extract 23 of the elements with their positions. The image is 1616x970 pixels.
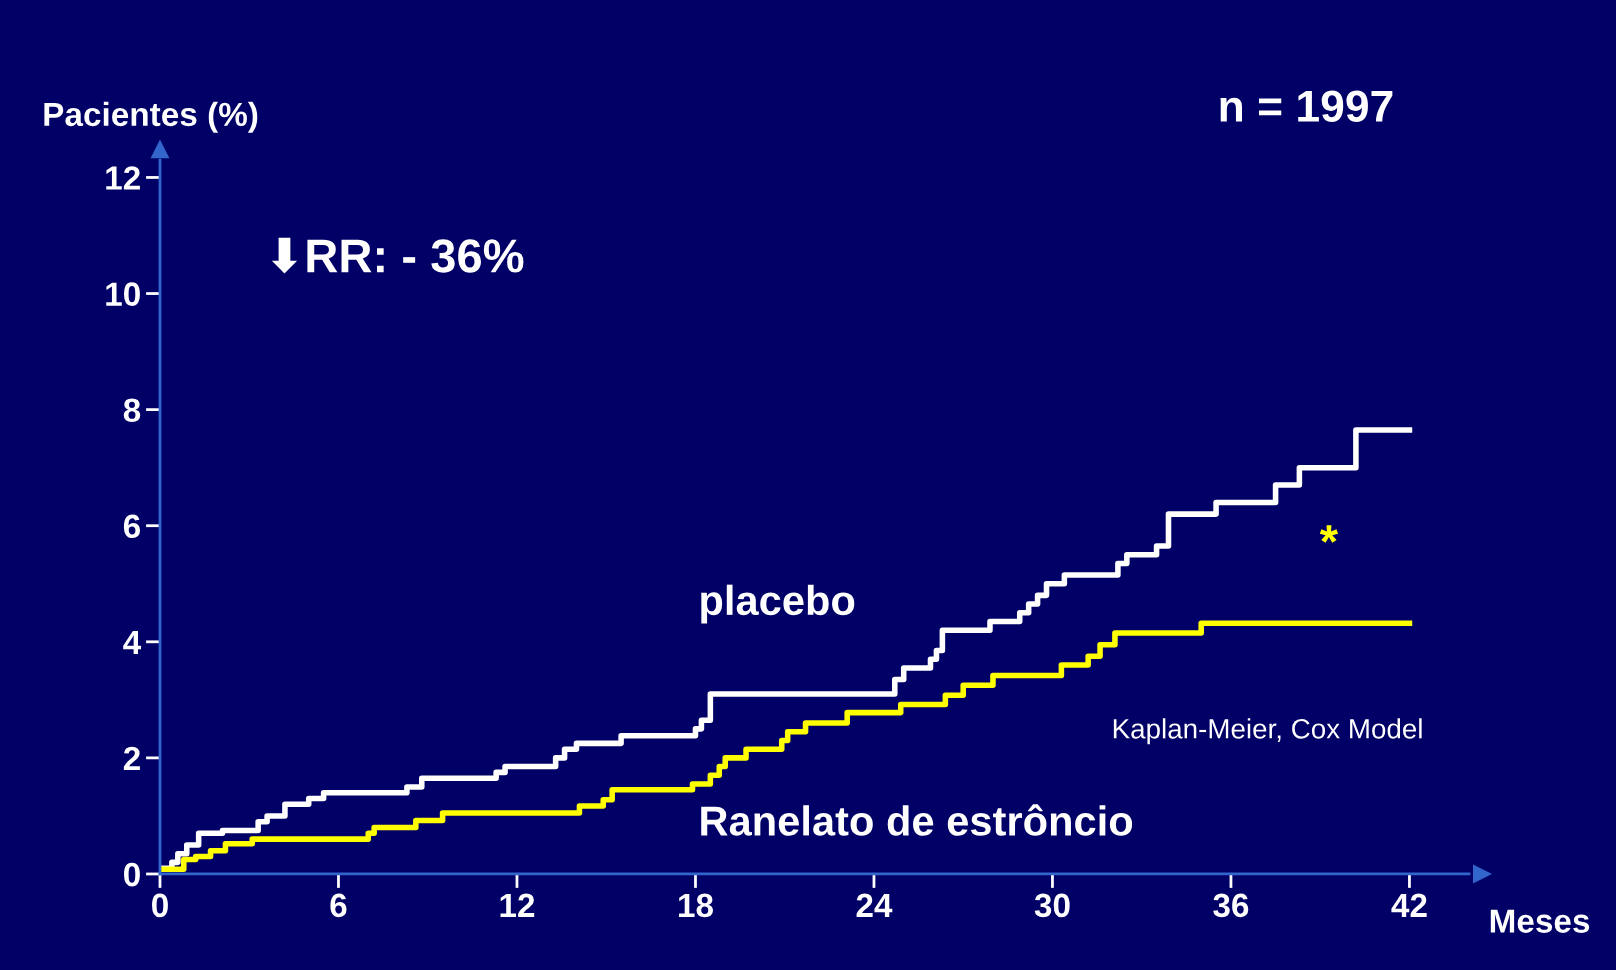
y-tick-label: 2	[123, 746, 140, 770]
annotation: Kaplan-Meier, Cox Model	[1113, 718, 1422, 745]
x-tick-label: 36	[1213, 893, 1249, 918]
x-tick-label: 6	[330, 893, 347, 918]
y-tick-label: 8	[123, 398, 141, 423]
x-tick-label: 42	[1391, 893, 1427, 917]
y-tick-label: 12	[106, 166, 140, 190]
y-tick-label: 0	[124, 862, 140, 887]
annotation: ⬇RR: - 36%	[271, 237, 524, 274]
series-label: Ranelato de estrôncio	[701, 804, 1133, 836]
series-label: placebo	[701, 584, 855, 624]
y-axis-title: Pacientes (%)	[44, 101, 258, 133]
y-tick-label: 6	[123, 514, 141, 539]
x-tick-label: 18	[679, 893, 713, 918]
x-tick-label: 24	[856, 893, 893, 917]
y-tick-label: 10	[106, 282, 140, 306]
x-axis-title: Meses	[1490, 909, 1590, 933]
x-tick-label: 12	[500, 893, 535, 917]
x-tick-label: 30	[1034, 893, 1070, 918]
annotation: *	[1319, 525, 1339, 543]
y-tick-label: 4	[123, 630, 142, 654]
text: n = 1997	[1220, 90, 1393, 123]
x-tick-label: 0	[152, 893, 168, 918]
